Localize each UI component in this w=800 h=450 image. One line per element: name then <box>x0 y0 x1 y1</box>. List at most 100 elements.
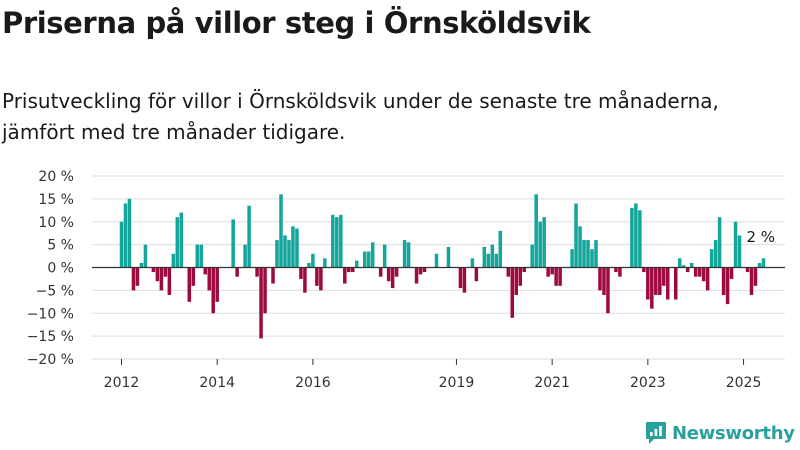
bar <box>275 240 279 268</box>
bar <box>331 214 335 268</box>
bar <box>634 203 638 268</box>
bar <box>119 221 124 268</box>
bar <box>482 246 487 268</box>
bar <box>291 226 295 268</box>
y-tick-label: −10 % <box>27 306 74 322</box>
bar <box>351 267 355 273</box>
x-tick-label: 2012 <box>104 375 140 391</box>
bar <box>745 267 750 273</box>
bar <box>366 251 371 268</box>
bar <box>143 244 148 268</box>
bar <box>271 267 275 284</box>
bar <box>315 267 319 286</box>
bar <box>235 267 239 277</box>
bar <box>179 212 184 268</box>
bar <box>490 244 495 268</box>
bar <box>713 240 718 268</box>
bar <box>163 267 168 277</box>
bar <box>139 262 144 268</box>
bar <box>709 249 714 268</box>
bar <box>514 267 518 295</box>
bar <box>681 265 686 268</box>
bar <box>207 267 211 291</box>
bar <box>618 267 622 277</box>
bar <box>650 267 654 309</box>
bar <box>159 267 164 291</box>
bar <box>494 253 499 268</box>
bar <box>534 194 538 268</box>
bar <box>729 267 734 279</box>
bar <box>606 267 610 314</box>
bar <box>753 267 758 286</box>
bar <box>386 267 391 282</box>
bar <box>677 258 682 268</box>
bar <box>402 240 407 268</box>
bar <box>550 267 554 275</box>
bar <box>319 267 323 291</box>
bar <box>721 267 726 295</box>
bar <box>642 267 646 273</box>
bar <box>598 267 602 291</box>
bar <box>689 262 694 268</box>
y-tick-label: 0 % <box>47 261 74 277</box>
bar <box>255 267 259 277</box>
bar <box>335 217 339 268</box>
y-tick-label: 10 % <box>38 215 74 231</box>
bar <box>697 267 702 277</box>
bar <box>247 205 251 268</box>
bar <box>155 267 160 282</box>
bar <box>211 267 215 314</box>
page-subtitle: Prisutveckling för villor i Örnsköldsvik… <box>2 89 719 144</box>
bar <box>422 267 427 273</box>
y-tick-label: 20 % <box>38 169 74 185</box>
bar <box>303 267 307 293</box>
x-tick-label: 2019 <box>439 375 475 391</box>
bar <box>590 249 594 268</box>
bar <box>725 267 730 305</box>
bar <box>418 267 423 275</box>
bar <box>646 267 650 300</box>
bar <box>295 228 299 268</box>
bar <box>382 244 387 268</box>
bar <box>311 253 315 268</box>
bar <box>434 253 439 268</box>
brand-logo: Newsworthy <box>645 420 795 446</box>
bar <box>486 253 491 268</box>
x-axis-labels: 2012 2014 2016 2019 2021 2023 2025 <box>104 359 762 391</box>
bar <box>554 267 558 286</box>
bar <box>343 267 347 284</box>
bar <box>546 267 550 277</box>
last-value-annotation: 2 % <box>746 228 775 246</box>
bar <box>614 267 618 273</box>
bar <box>299 267 303 279</box>
bar <box>135 267 140 286</box>
bar <box>737 235 742 268</box>
bar <box>542 217 546 268</box>
page-title: Priserna på villor steg i Örnsköldsvik <box>2 6 591 40</box>
bar <box>355 260 359 268</box>
newsworthy-logo-icon <box>646 422 666 444</box>
bar <box>390 267 395 289</box>
bar <box>263 267 267 314</box>
y-tick-label: 15 % <box>38 192 74 208</box>
y-tick-label: −20 % <box>27 352 74 368</box>
bar <box>662 267 666 286</box>
bar <box>498 230 503 268</box>
bar <box>761 258 766 268</box>
bar <box>414 267 419 284</box>
bar <box>394 267 399 277</box>
bar <box>506 267 511 277</box>
x-tick-label: 2014 <box>199 375 235 391</box>
bar <box>673 267 678 300</box>
x-tick-label: 2025 <box>726 375 762 391</box>
bar <box>582 240 586 268</box>
bar <box>307 262 311 268</box>
bar <box>586 240 590 268</box>
bar <box>458 267 463 289</box>
bar <box>654 267 658 295</box>
bar <box>666 267 670 300</box>
bar <box>339 214 343 268</box>
x-tick-label: 2016 <box>295 375 331 391</box>
bar <box>518 267 522 286</box>
bar <box>602 267 606 295</box>
